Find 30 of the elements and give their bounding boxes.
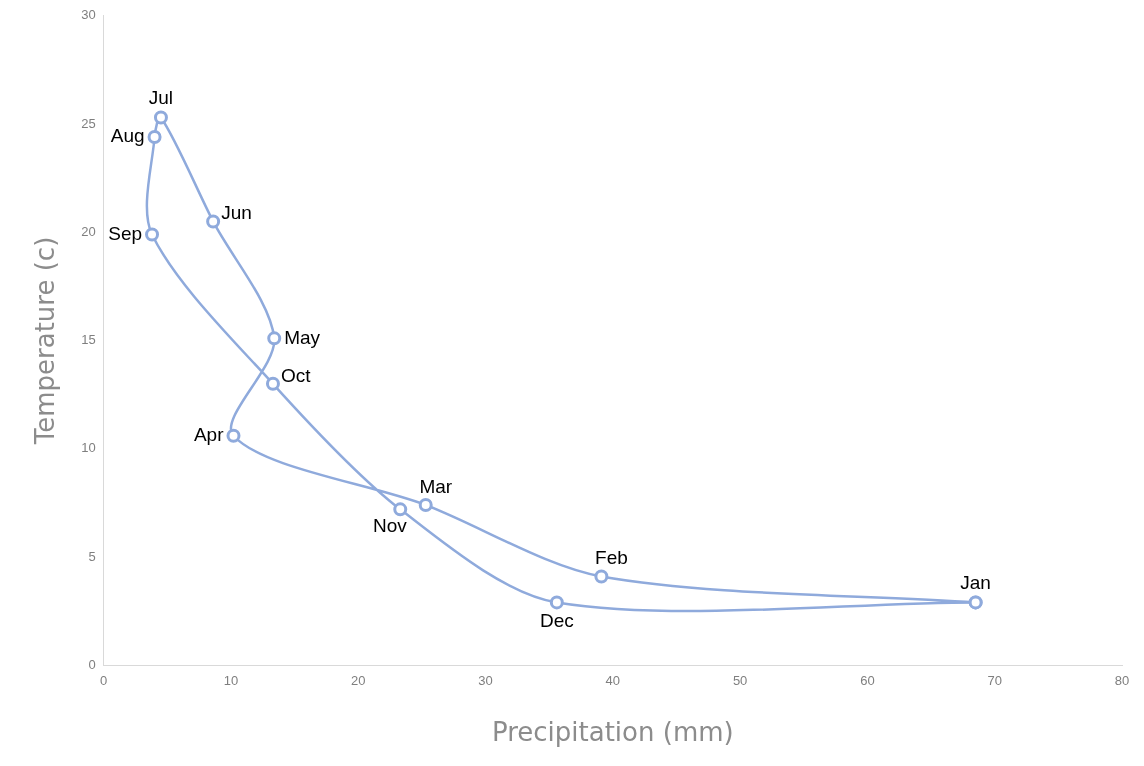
data-label: Aug	[110, 125, 145, 147]
x-tick-label: 0	[100, 672, 108, 688]
data-label: Jul	[148, 86, 174, 108]
x-tick-label: 60	[860, 672, 875, 688]
y-tick-label: 0	[88, 656, 96, 672]
y-tick-label: 10	[81, 440, 96, 456]
data-label: Oct	[281, 364, 312, 386]
x-axis-title: Precipitation (mm)	[491, 717, 734, 748]
data-label: May	[284, 326, 321, 348]
x-tick-label: 40	[605, 672, 621, 688]
y-tick-label: 25	[81, 115, 96, 131]
x-tick-label: 30	[478, 672, 493, 688]
x-tick-label: 80	[1114, 672, 1130, 688]
x-tick-label: 20	[351, 672, 366, 688]
data-label: Mar	[419, 475, 453, 497]
y-axis-title: Temperature (c)	[30, 236, 61, 446]
x-tick-label: 10	[223, 672, 239, 688]
x-tick-label: 70	[987, 672, 1002, 688]
y-tick-label: 20	[81, 223, 96, 239]
data-label: Apr	[193, 423, 225, 445]
y-tick-label: 30	[81, 7, 96, 23]
y-tick-label: 15	[81, 332, 96, 348]
x-tick-label: 50	[732, 672, 748, 688]
data-label: Jan	[960, 571, 991, 593]
data-label: Jun	[221, 202, 252, 224]
data-label: Nov	[373, 515, 408, 537]
y-tick-label: 5	[88, 548, 96, 564]
data-label: Feb	[595, 547, 628, 569]
data-label: Sep	[108, 222, 143, 244]
data-label: Dec	[539, 609, 574, 631]
